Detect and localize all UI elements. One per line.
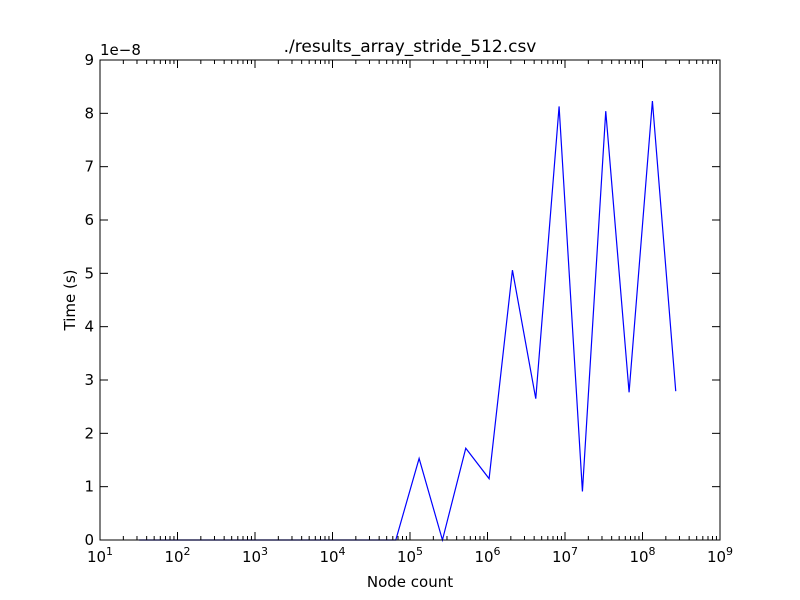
x-tick-label: 107 bbox=[552, 545, 578, 566]
y-axis-offset-label: 1e−8 bbox=[100, 41, 141, 59]
plot-frame bbox=[99, 59, 721, 541]
chart-title: ./results_array_stride_512.csv bbox=[284, 37, 537, 57]
y-axis-label: Time (s) bbox=[61, 270, 79, 332]
tick-label-layer: 101 102 103 104 105 106 107 108 109 0 1 2 3 4 5 6 7 8 9 bbox=[84, 51, 733, 566]
x-tick-label: 102 bbox=[164, 545, 190, 566]
x-axis-label: Node count bbox=[367, 573, 453, 591]
y-tick-label: 1 bbox=[84, 478, 94, 496]
x-tick-label: 106 bbox=[474, 545, 500, 566]
y-tick-label: 7 bbox=[84, 158, 94, 176]
x-tick-label: 103 bbox=[242, 545, 268, 566]
plot-area bbox=[100, 60, 720, 540]
x-tick-label: 104 bbox=[319, 545, 345, 566]
x-tick-label: 108 bbox=[629, 545, 655, 566]
y-tick-label: 3 bbox=[84, 371, 94, 389]
y-tick-label: 6 bbox=[84, 211, 94, 229]
y-tick-label: 4 bbox=[84, 318, 94, 336]
x-tick-label: 101 bbox=[87, 545, 113, 566]
y-tick-label: 2 bbox=[84, 424, 94, 442]
y-tick-label: 9 bbox=[84, 51, 94, 69]
y-tick-label: 5 bbox=[84, 264, 94, 282]
x-tick-label: 109 bbox=[707, 545, 733, 566]
y-tick-label: 8 bbox=[84, 104, 94, 122]
y-tick-label: 0 bbox=[84, 531, 94, 549]
x-tick-label: 105 bbox=[397, 545, 423, 566]
